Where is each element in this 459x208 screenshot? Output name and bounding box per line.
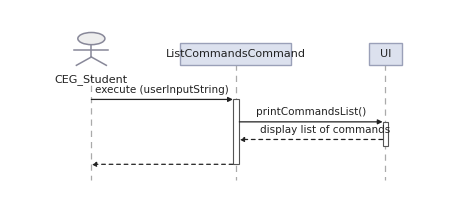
Text: ListCommandsCommand: ListCommandsCommand [165,49,305,59]
Text: display list of commands: display list of commands [259,125,390,135]
Text: UI: UI [379,49,390,59]
Bar [382,122,387,146]
Bar [232,99,239,164]
Text: execute (userInputString): execute (userInputString) [95,85,229,95]
Text: CEG_Student: CEG_Student [55,74,128,85]
FancyBboxPatch shape [180,43,291,65]
Text: printCommandsList(): printCommandsList() [255,107,365,117]
Circle shape [78,32,105,45]
FancyBboxPatch shape [368,43,402,65]
